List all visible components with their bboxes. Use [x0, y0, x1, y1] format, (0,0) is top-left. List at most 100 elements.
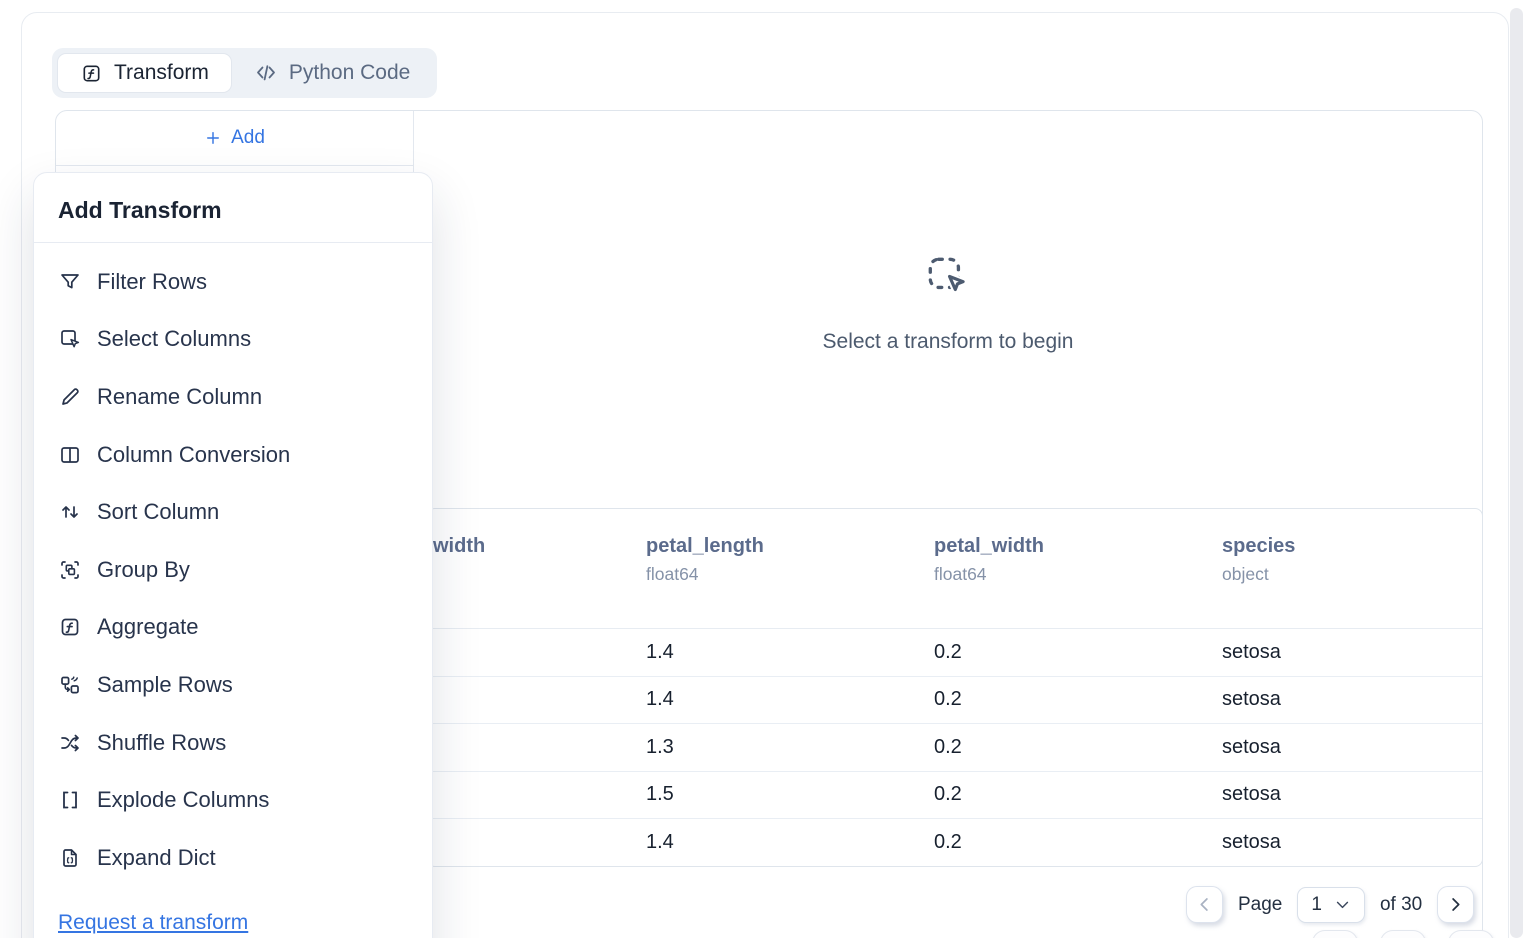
- partial-button[interactable]: [1380, 930, 1426, 938]
- page-select[interactable]: 1: [1297, 886, 1365, 923]
- table-cell: setosa: [1222, 831, 1281, 854]
- cursor-select-icon: [923, 252, 973, 302]
- add-transform-button[interactable]: Add: [56, 111, 413, 166]
- menu-item-label: Sort Column: [97, 499, 220, 525]
- table-inner: width petal_length float64 petal_width f…: [428, 509, 1482, 866]
- column-dtype: float64: [646, 564, 699, 584]
- table-cell: 0.2: [934, 735, 962, 758]
- menu-item-label: Explode Columns: [97, 787, 270, 813]
- menu-item-icon: [58, 500, 82, 524]
- menu-item[interactable]: Rename Column: [34, 368, 432, 426]
- tab-transform[interactable]: Transform: [57, 53, 232, 93]
- page-count-label: of 30: [1379, 893, 1423, 915]
- table-cell: 0.2: [934, 640, 962, 663]
- next-page-button[interactable]: [1437, 886, 1475, 923]
- table-row: 1.3 0.2 setosa: [428, 724, 1482, 772]
- column-dtype: float64: [934, 564, 987, 584]
- tab-python-label: Python Code: [288, 61, 411, 84]
- pagination: Page 1 of 30: [1186, 886, 1475, 923]
- table-row: 1.4 0.2 setosa: [428, 819, 1482, 866]
- menu-item[interactable]: Aggregate: [34, 599, 432, 657]
- table-row: 1.5 0.2 setosa: [428, 772, 1482, 819]
- request-transform-link[interactable]: Request a transform: [58, 910, 249, 934]
- table-cell: 0.2: [934, 783, 962, 806]
- table-cell: 1.4: [646, 640, 674, 663]
- column-name: width: [433, 535, 486, 557]
- table-row: 1.4 0.2 setosa: [428, 677, 1482, 724]
- table-cell: 1.3: [646, 735, 674, 758]
- table-cell: 1.4: [646, 831, 674, 854]
- menu-item[interactable]: Column Conversion: [34, 426, 432, 484]
- add-button-label: Add: [231, 127, 265, 148]
- empty-state: Select a transform to begin: [414, 252, 1482, 354]
- menu-item-icon: [58, 731, 82, 755]
- menu-item[interactable]: Group By: [34, 541, 432, 599]
- menu-item[interactable]: Sort Column: [34, 483, 432, 541]
- column-name: petal_width: [934, 535, 1045, 557]
- function-icon: [80, 62, 103, 85]
- partial-button[interactable]: [1448, 930, 1494, 938]
- menu-title: Add Transform: [34, 173, 432, 243]
- menu-item-icon: [58, 327, 82, 351]
- menu-item-label: Group By: [97, 556, 190, 582]
- menu-item-icon: [58, 443, 82, 467]
- menu-item-icon: [58, 558, 82, 582]
- vertical-scrollbar[interactable]: [1510, 8, 1523, 938]
- table-cell: setosa: [1222, 688, 1281, 711]
- menu-item-label: Sample Rows: [97, 671, 233, 697]
- add-transform-menu: Add Transform Filter Rows Select Columns…: [33, 172, 433, 938]
- column-dtype: object: [1222, 564, 1269, 584]
- column-header: width: [428, 535, 646, 628]
- column-name: petal_length: [646, 535, 764, 557]
- column-header: petal_width float64: [934, 535, 1222, 628]
- column-dtype: [433, 564, 646, 582]
- chevron-left-icon: [1195, 895, 1214, 914]
- menu-item-label: Rename Column: [97, 383, 263, 409]
- menu-item[interactable]: Expand Dict: [34, 829, 432, 887]
- menu-item-icon: [58, 385, 82, 409]
- data-table: width petal_length float64 petal_width f…: [427, 508, 1483, 867]
- empty-state-message: Select a transform to begin: [822, 330, 1074, 353]
- plus-icon: [204, 129, 222, 147]
- menu-item[interactable]: Sample Rows: [34, 656, 432, 714]
- menu-item-label: Select Columns: [97, 326, 252, 352]
- menu-item-label: Shuffle Rows: [97, 729, 227, 755]
- menu-item[interactable]: Explode Columns: [34, 771, 432, 829]
- table-cell: 0.2: [934, 831, 962, 854]
- menu-item-label: Column Conversion: [97, 441, 291, 467]
- column-header: species object: [1222, 535, 1482, 628]
- menu-item-icon: [58, 270, 82, 294]
- table-body: 1.4 0.2 setosa 1.4 0.2 setosa 1.3 0.2 setosa 1.5 0…: [428, 629, 1482, 866]
- tab-python-code[interactable]: Python Code: [232, 53, 432, 93]
- table-cell: 0.2: [934, 688, 962, 711]
- code-icon: [254, 61, 278, 85]
- table-header: width petal_length float64 petal_width f…: [428, 509, 1482, 629]
- tab-bar: Transform Python Code: [52, 48, 438, 98]
- menu-item-icon: [58, 615, 82, 639]
- page-label: Page: [1238, 893, 1283, 915]
- menu-list: Filter Rows Select Columns Rename Column…: [34, 243, 432, 897]
- menu-item-icon: [58, 788, 82, 812]
- menu-item[interactable]: Select Columns: [34, 311, 432, 369]
- menu-item-icon: [58, 846, 82, 870]
- menu-item-label: Expand Dict: [97, 844, 216, 870]
- table-cell: setosa: [1222, 783, 1281, 806]
- tab-transform-label: Transform: [114, 61, 209, 84]
- table-cell: 1.5: [646, 783, 674, 806]
- menu-item[interactable]: Filter Rows: [34, 253, 432, 311]
- menu-item-label: Aggregate: [97, 614, 199, 640]
- menu-item-label: Filter Rows: [97, 268, 208, 294]
- prev-page-button[interactable]: [1186, 886, 1223, 923]
- page-select-value: 1: [1311, 893, 1322, 915]
- chevron-down-icon: [1334, 896, 1351, 913]
- table-cell: 1.4: [646, 688, 674, 711]
- partial-button[interactable]: [1312, 930, 1358, 938]
- table-cell: setosa: [1222, 640, 1281, 663]
- column-header: petal_length float64: [646, 535, 934, 628]
- chevron-right-icon: [1446, 895, 1465, 914]
- menu-item-icon: [58, 673, 82, 697]
- menu-item[interactable]: Shuffle Rows: [34, 714, 432, 772]
- table-row: 1.4 0.2 setosa: [428, 629, 1482, 677]
- column-name: species: [1222, 535, 1296, 557]
